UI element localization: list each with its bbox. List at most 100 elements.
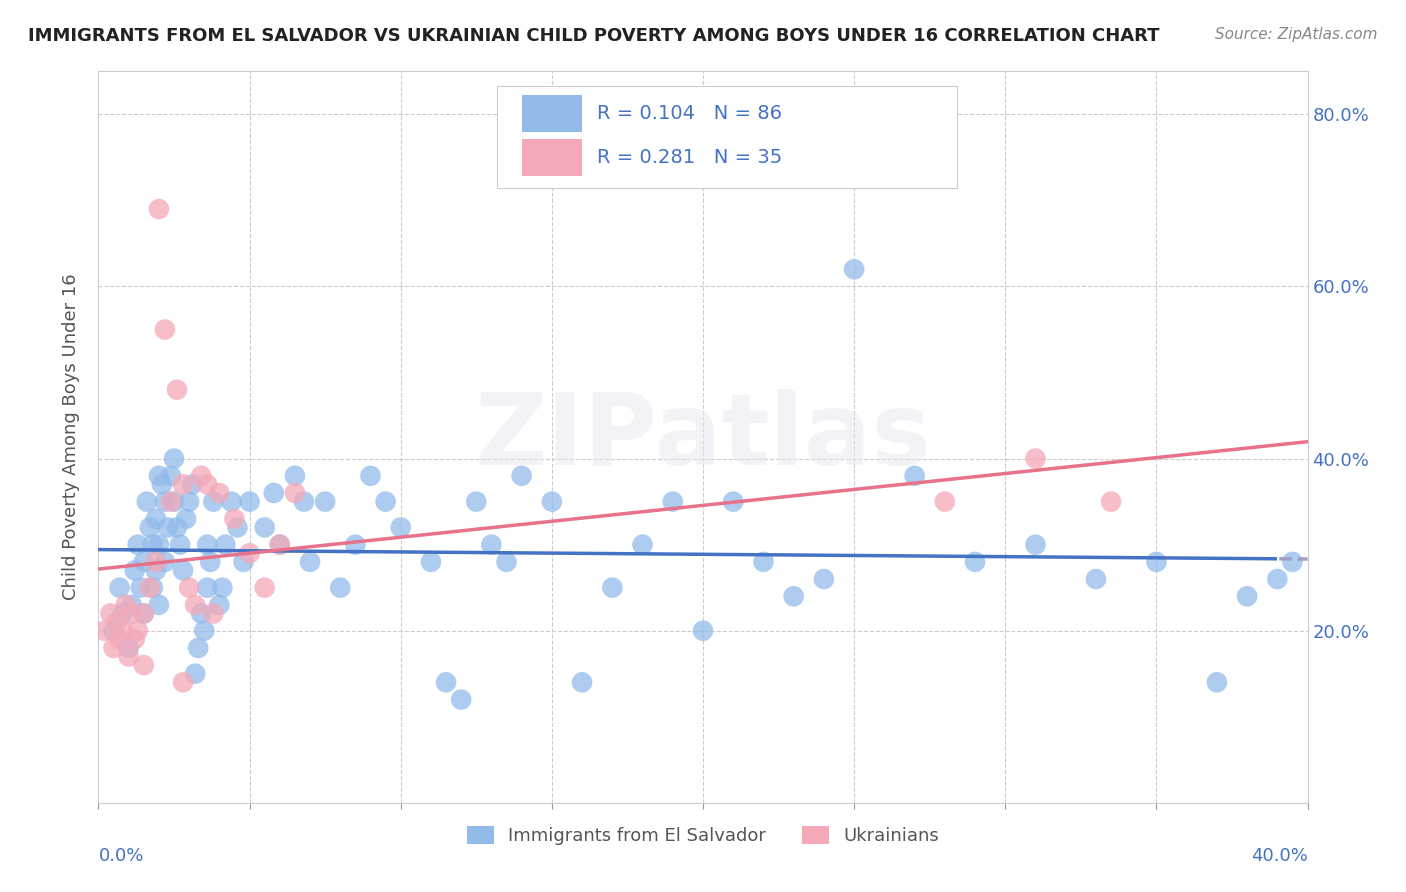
Point — [631, 538, 654, 552]
Point — [163, 494, 186, 508]
Point — [118, 649, 141, 664]
Point — [723, 494, 745, 508]
Point — [153, 322, 176, 336]
Point — [132, 607, 155, 621]
Point — [221, 494, 243, 508]
Text: ZIPatlas: ZIPatlas — [475, 389, 931, 485]
Point — [434, 675, 457, 690]
Point — [314, 494, 336, 508]
Point — [202, 607, 225, 621]
Point — [1206, 675, 1229, 690]
Point — [844, 262, 866, 277]
Point — [752, 555, 775, 569]
Point — [269, 538, 291, 552]
Point — [132, 658, 155, 673]
Point — [239, 546, 262, 560]
Point — [602, 581, 624, 595]
Point — [187, 640, 209, 655]
Point — [1236, 589, 1258, 603]
Point — [1144, 555, 1167, 569]
Point — [124, 632, 146, 647]
Text: 0.0%: 0.0% — [98, 847, 143, 864]
Point — [292, 494, 315, 508]
Bar — [522, 139, 582, 176]
Point — [202, 494, 225, 508]
Point — [269, 538, 291, 552]
Point — [121, 607, 143, 621]
Point — [374, 494, 396, 508]
Point — [184, 598, 207, 612]
Point — [208, 486, 231, 500]
Point — [132, 555, 155, 569]
Point — [103, 640, 125, 655]
Point — [172, 477, 194, 491]
Text: R = 0.281   N = 35: R = 0.281 N = 35 — [596, 148, 782, 167]
Point — [179, 581, 201, 595]
Point — [253, 581, 276, 595]
Point — [111, 607, 134, 621]
Point — [132, 607, 155, 621]
Point — [195, 581, 218, 595]
Text: 40.0%: 40.0% — [1251, 847, 1308, 864]
Point — [153, 555, 176, 569]
Point — [179, 494, 201, 508]
Point — [263, 486, 285, 500]
Point — [148, 598, 170, 612]
Point — [208, 598, 231, 612]
Point — [190, 607, 212, 621]
Point — [571, 675, 593, 690]
Point — [108, 581, 131, 595]
Point — [450, 692, 472, 706]
Point — [166, 383, 188, 397]
Point — [145, 564, 167, 578]
Point — [193, 624, 215, 638]
Point — [904, 468, 927, 483]
Point — [211, 581, 233, 595]
Point — [1024, 538, 1046, 552]
Point — [465, 494, 488, 508]
Point — [172, 675, 194, 690]
Point — [1085, 572, 1108, 586]
Point — [1099, 494, 1122, 508]
Point — [200, 555, 222, 569]
Point — [965, 555, 987, 569]
Point — [163, 451, 186, 466]
Point — [389, 520, 412, 534]
Point — [1281, 555, 1303, 569]
Point — [145, 555, 167, 569]
Point — [1024, 451, 1046, 466]
Point — [420, 555, 443, 569]
Point — [344, 538, 367, 552]
Point — [214, 538, 236, 552]
Point — [124, 564, 146, 578]
Point — [142, 581, 165, 595]
FancyBboxPatch shape — [498, 86, 957, 188]
Text: Source: ZipAtlas.com: Source: ZipAtlas.com — [1215, 27, 1378, 42]
Point — [100, 607, 122, 621]
Text: R = 0.104   N = 86: R = 0.104 N = 86 — [596, 104, 782, 123]
Point — [224, 512, 246, 526]
Point — [103, 624, 125, 638]
Point — [135, 494, 157, 508]
Point — [174, 512, 197, 526]
Point — [160, 494, 183, 508]
Point — [156, 520, 179, 534]
Bar — [522, 95, 582, 132]
Point — [195, 477, 218, 491]
Point — [284, 468, 307, 483]
Point — [661, 494, 683, 508]
Legend: Immigrants from El Salvador, Ukrainians: Immigrants from El Salvador, Ukrainians — [460, 819, 946, 852]
Point — [145, 512, 167, 526]
Point — [510, 468, 533, 483]
Point — [129, 581, 152, 595]
Point — [284, 486, 307, 500]
Point — [172, 564, 194, 578]
Point — [495, 555, 517, 569]
Point — [121, 598, 143, 612]
Point — [148, 468, 170, 483]
Point — [127, 538, 149, 552]
Point — [127, 624, 149, 638]
Point — [114, 598, 136, 612]
Point — [160, 468, 183, 483]
Point — [153, 494, 176, 508]
